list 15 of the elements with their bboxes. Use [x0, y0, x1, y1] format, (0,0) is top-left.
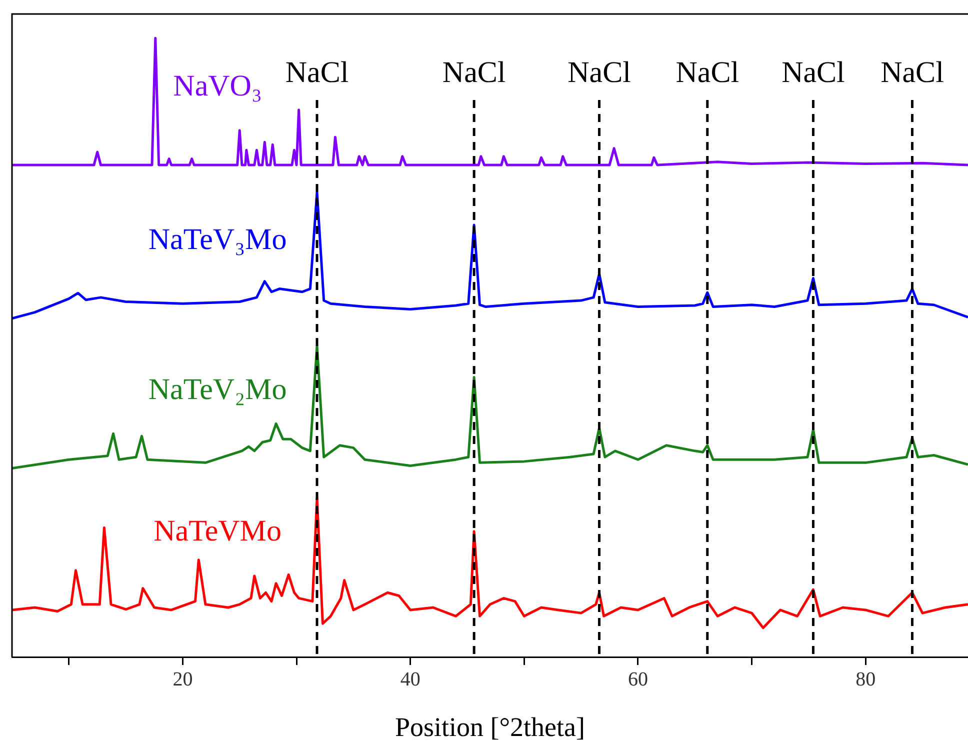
series-label: NaTeVMo — [154, 514, 282, 548]
ref-line-label: NaCl — [568, 56, 631, 89]
series-label: NaTeV₃Mo — [148, 223, 287, 256]
x-axis-title: Position [°2theta] — [394, 712, 586, 742]
x-tick-label: 40 — [400, 668, 420, 690]
ref-line-label: NaCl — [782, 56, 845, 89]
x-tick-label: 80 — [856, 668, 876, 690]
x-tick-label: 60 — [628, 668, 648, 690]
ref-line-label: NaCl — [285, 56, 349, 89]
series-label: NaVO₃ — [173, 70, 262, 103]
ref-line-label: NaCl — [676, 56, 740, 89]
series-label: NaTeV₂Mo — [148, 372, 287, 406]
ref-line-label: NaCl — [880, 56, 944, 89]
ref-line-label: NaCl — [442, 56, 506, 89]
x-tick-label: 20 — [172, 668, 193, 690]
